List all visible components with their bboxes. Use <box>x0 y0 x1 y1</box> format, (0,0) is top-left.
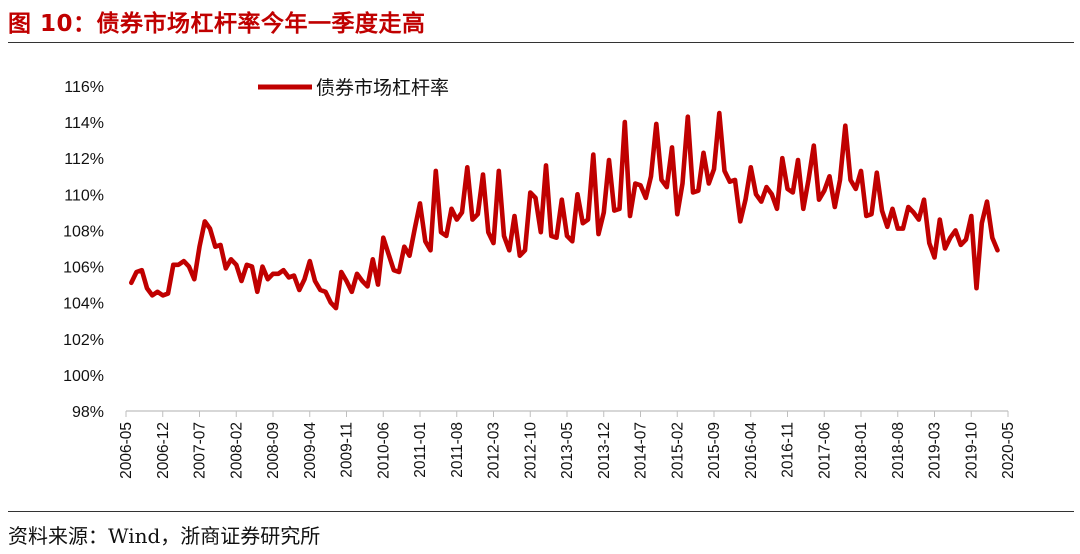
y-tick-label: 108% <box>63 223 104 240</box>
legend-label: 债券市场杠杆率 <box>316 77 449 99</box>
x-tick-label: 2013-12 <box>596 422 613 479</box>
title-divider <box>8 42 1074 43</box>
y-tick-label: 102% <box>63 332 104 349</box>
x-axis-ticks <box>125 411 1009 417</box>
x-tick-label: 2018-08 <box>890 422 907 479</box>
x-tick-label: 2019-03 <box>927 422 944 479</box>
source-divider <box>8 511 1074 512</box>
x-tick-label: 2010-06 <box>375 422 392 479</box>
x-tick-label: 2015-02 <box>669 422 686 479</box>
y-tick-label: 114% <box>64 115 104 132</box>
x-tick-label: 2014-07 <box>633 422 650 479</box>
x-tick-label: 2007-07 <box>192 422 209 479</box>
x-tick-label: 2011-08 <box>449 422 466 478</box>
x-tick-label: 2006-12 <box>155 422 172 479</box>
x-tick-label: 2012-10 <box>522 422 539 479</box>
x-tick-label: 2019-10 <box>963 422 980 479</box>
y-tick-label: 104% <box>63 296 104 313</box>
plot-area <box>129 110 1000 311</box>
x-tick-label: 2008-02 <box>228 422 245 479</box>
x-tick-label: 2020-05 <box>1000 422 1017 479</box>
y-tick-label: 110% <box>64 187 104 204</box>
x-tick-label: 2008-09 <box>265 422 282 479</box>
x-tick-label: 2016-04 <box>743 422 760 479</box>
source-note: 资料来源：Wind，浙商证券研究所 <box>8 524 321 548</box>
x-axis-labels: 2006-05 2006-12 2007-07 2008-02 2008-09 2009-… <box>118 422 1017 479</box>
y-tick-label: 106% <box>63 260 104 277</box>
y-tick-label: 98% <box>72 404 104 421</box>
legend: 债券市场杠杆率 <box>258 77 449 99</box>
series-line-0 <box>129 110 1000 311</box>
y-tick-label: 100% <box>63 368 104 385</box>
x-tick-label: 2013-05 <box>559 422 576 479</box>
x-tick-label: 2009-04 <box>302 422 319 479</box>
x-tick-label: 2018-01 <box>853 422 870 479</box>
x-tick-label: 2006-05 <box>118 422 135 479</box>
x-tick-label: 2015-09 <box>706 422 723 479</box>
figure-title: 图 10：债券市场杠杆率今年一季度走高 <box>8 11 426 37</box>
x-tick-label: 2009-11 <box>339 422 356 478</box>
x-tick-label: 2012-03 <box>486 422 503 479</box>
y-axis-labels: 98% 100% 102% 104% 106% 108% 110% 112% 114% 116% <box>63 79 104 421</box>
x-tick-label: 2016-11 <box>780 422 797 478</box>
x-tick-label: 2011-01 <box>412 422 429 478</box>
x-tick-label: 2017-06 <box>816 422 833 479</box>
y-tick-label: 116% <box>64 79 104 96</box>
y-tick-label: 112% <box>64 151 104 168</box>
